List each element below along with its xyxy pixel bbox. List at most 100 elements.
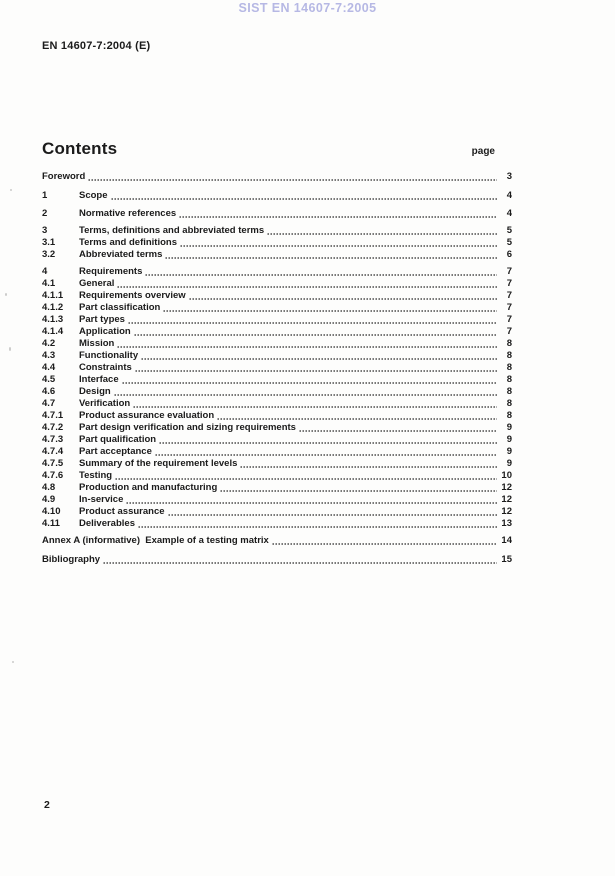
footer-page-number: 2 <box>44 799 50 811</box>
toc-entry: 4 Requirements 7 <box>42 266 512 278</box>
dot-leader <box>180 237 497 249</box>
toc-entry-number: 4.7.1 <box>42 410 64 421</box>
toc-entry-number: 4.2 <box>42 338 56 349</box>
dot-leader <box>141 350 497 362</box>
dot-leader <box>220 482 497 494</box>
toc-entry-number: 4 <box>42 266 48 277</box>
dot-leader <box>163 302 497 314</box>
toc-entry-title: Part acceptance <box>79 446 152 457</box>
toc-entry-title: Design <box>79 386 111 397</box>
dot-leader <box>217 410 497 422</box>
toc-entry-page: 7 <box>506 314 512 325</box>
toc-entry-page: 13 <box>501 518 512 529</box>
toc-entry-title: Annex A (informative) Example of a testi… <box>42 535 269 546</box>
toc-entry-page: 7 <box>506 278 512 289</box>
dot-leader <box>88 171 497 183</box>
toc-entry: 4.2 Mission 8 <box>42 338 512 350</box>
toc-entry: 4.6 Design 8 <box>42 386 512 398</box>
dot-leader <box>113 386 497 398</box>
toc-entry-title: Terms and definitions <box>79 237 178 248</box>
toc-entry: 4.7 Verification 8 <box>42 398 512 410</box>
toc-entry: 4.7.5 Summary of the requirement levels 9 <box>42 458 512 470</box>
toc-entry: 4.7.1 Product assurance evaluation 8 <box>42 410 512 422</box>
contents-section: Contents page Foreword 3 1 Scope 4 2 Normati… <box>42 139 512 566</box>
toc-entry-title: Foreword <box>42 171 86 182</box>
toc-entry: 4.8 Production and manufacturing 12 <box>42 482 512 494</box>
dot-leader <box>127 314 497 326</box>
dot-leader <box>117 278 497 290</box>
contents-title: Contents <box>42 139 118 158</box>
toc-entry-page: 4 <box>506 190 512 201</box>
toc-entry-title: Deliverables <box>79 518 135 529</box>
dot-leader <box>137 518 497 530</box>
toc-entry-title: Summary of the requirement levels <box>79 458 238 469</box>
table-of-contents: Foreword 3 1 Scope 4 2 Normative references 4… <box>42 171 512 566</box>
toc-entry-number: 4.7.6 <box>42 470 64 481</box>
toc-entry-number: 4.1.2 <box>42 302 64 313</box>
toc-entry-bibliography: Bibliography 15 <box>42 554 512 566</box>
toc-entry: 4.3 Functionality 8 <box>42 350 512 362</box>
toc-entry-number: 3.2 <box>42 249 56 260</box>
toc-entry: 4.7.4 Part acceptance 9 <box>42 446 512 458</box>
toc-entry-page: 8 <box>506 350 512 361</box>
dot-leader <box>133 326 497 338</box>
dot-leader <box>121 374 497 386</box>
toc-entry-title: Production and manufacturing <box>79 482 218 493</box>
toc-entry-page: 7 <box>506 326 512 337</box>
toc-entry: 4.7.3 Part qualification 9 <box>42 434 512 446</box>
toc-entry-number: 4.7.5 <box>42 458 64 469</box>
toc-entry-page: 8 <box>506 386 512 397</box>
dot-leader <box>103 554 497 566</box>
toc-entry: 2 Normative references 4 <box>42 208 512 220</box>
toc-entry-number: 2 <box>42 208 48 219</box>
toc-entry-page: 9 <box>506 434 512 445</box>
toc-entry: 4.11 Deliverables 13 <box>42 518 512 530</box>
toc-entry: 3 Terms, definitions and abbreviated term… <box>42 225 512 237</box>
toc-entry-number: 4.5 <box>42 374 56 385</box>
toc-entry-page: 3 <box>506 171 512 182</box>
toc-entry-number: 4.1 <box>42 278 56 289</box>
toc-entry-page: 7 <box>506 290 512 301</box>
toc-entry-title: Scope <box>79 190 108 201</box>
toc-entry-foreword: Foreword 3 <box>42 171 512 183</box>
dot-leader <box>126 494 497 506</box>
scan-artifact <box>12 661 14 663</box>
toc-entry-number: 4.7.2 <box>42 422 64 433</box>
toc-entry-title: Functionality <box>79 350 139 361</box>
toc-entry-title: Abbreviated terms <box>79 249 163 260</box>
toc-entry-page: 9 <box>506 422 512 433</box>
dot-leader <box>117 338 497 350</box>
scan-artifact <box>10 189 12 191</box>
toc-entry-page: 8 <box>506 398 512 409</box>
toc-entry-page: 8 <box>506 410 512 421</box>
toc-entry: 4.1 General 7 <box>42 278 512 290</box>
dot-leader <box>298 422 497 434</box>
dot-leader <box>115 470 497 482</box>
toc-entry-page: 12 <box>501 506 512 517</box>
contents-header: Contents page <box>42 139 512 158</box>
toc-entry: 4.1.4 Application 7 <box>42 326 512 338</box>
toc-entry-title: Bibliography <box>42 554 101 565</box>
dot-leader <box>133 398 497 410</box>
toc-entry-title: General <box>79 278 115 289</box>
toc-entry-page: 10 <box>501 470 512 481</box>
toc-entry-number: 1 <box>42 190 48 201</box>
toc-entry-number: 4.8 <box>42 482 56 493</box>
toc-entry-title: Part classification <box>79 302 161 313</box>
toc-entry-number: 4.9 <box>42 494 56 505</box>
toc-entry-number: 4.7 <box>42 398 56 409</box>
toc-entry: 4.4 Constraints 8 <box>42 362 512 374</box>
dot-leader <box>167 506 497 518</box>
toc-entry-title: Requirements overview <box>79 290 186 301</box>
toc-entry-title: In-service <box>79 494 124 505</box>
toc-entry-number: 3 <box>42 225 48 236</box>
toc-entry-page: 8 <box>506 374 512 385</box>
toc-entry: 1 Scope 4 <box>42 190 512 202</box>
toc-entry-page: 15 <box>501 554 512 565</box>
page-column-label: page <box>471 146 495 157</box>
toc-entry-title: Mission <box>79 338 115 349</box>
scan-artifact <box>5 293 7 296</box>
toc-entry-page: 7 <box>506 302 512 313</box>
toc-entry-title: Part qualification <box>79 434 157 445</box>
toc-entry-number: 4.3 <box>42 350 56 361</box>
